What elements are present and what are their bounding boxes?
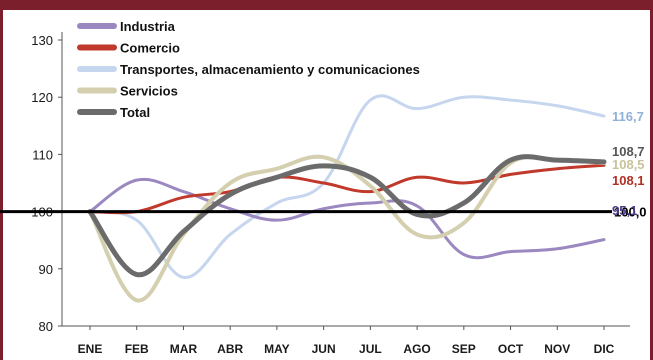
x-axis: ENE FEB MAR ABR MAY JUN JUL AGO SEP OCT NOV DIC	[62, 325, 630, 356]
end-label: 95,1	[612, 203, 637, 218]
reference-line-label: 100,0	[614, 205, 647, 220]
x-tick-label: DIC	[594, 342, 615, 356]
x-tick-label: JUN	[312, 342, 336, 356]
series-layer	[87, 94, 607, 303]
y-tick-label: 80	[39, 319, 53, 334]
end-label: 116,7	[612, 109, 644, 124]
y-tick-label: 120	[31, 90, 53, 105]
series-line-servicios	[88, 154, 606, 303]
x-tick-label: ABR	[217, 342, 243, 356]
x-tick-label: OCT	[498, 342, 524, 356]
legend-label: Industria	[120, 19, 176, 34]
x-tick-label: MAY	[264, 342, 290, 356]
end-label: 108,7	[612, 144, 645, 159]
x-tick-label: NOV	[544, 342, 570, 356]
x-tick-label: SEP	[452, 342, 476, 356]
y-tick-label: 90	[39, 262, 53, 277]
x-tick-label: FEB	[125, 342, 149, 356]
end-label: 108,5	[612, 157, 645, 172]
reference-layer: 100,0	[0, 205, 647, 220]
legend: Industria Comercio Transportes, almacenami…	[77, 19, 420, 120]
y-tick-label: 130	[31, 33, 53, 48]
x-tick-label: AGO	[403, 342, 430, 356]
y-tick-label: 110	[32, 147, 53, 162]
x-tick-label: ENE	[78, 342, 103, 356]
y-axis: 8090100110120130	[31, 32, 63, 334]
x-tick-label: JUL	[359, 342, 382, 356]
series-line-transportes	[88, 94, 606, 279]
series-line-total	[87, 154, 607, 278]
legend-label: Transportes, almacenamiento y comunicaci…	[120, 62, 420, 77]
x-tick-label: MAR	[170, 342, 198, 356]
legend-label: Servicios	[120, 84, 178, 99]
end-label: 108,1	[612, 173, 645, 188]
legend-label: Total	[120, 105, 150, 120]
series-line-industria	[88, 177, 606, 260]
series-line-comercio	[88, 163, 606, 215]
legend-label: Comercio	[120, 41, 180, 56]
